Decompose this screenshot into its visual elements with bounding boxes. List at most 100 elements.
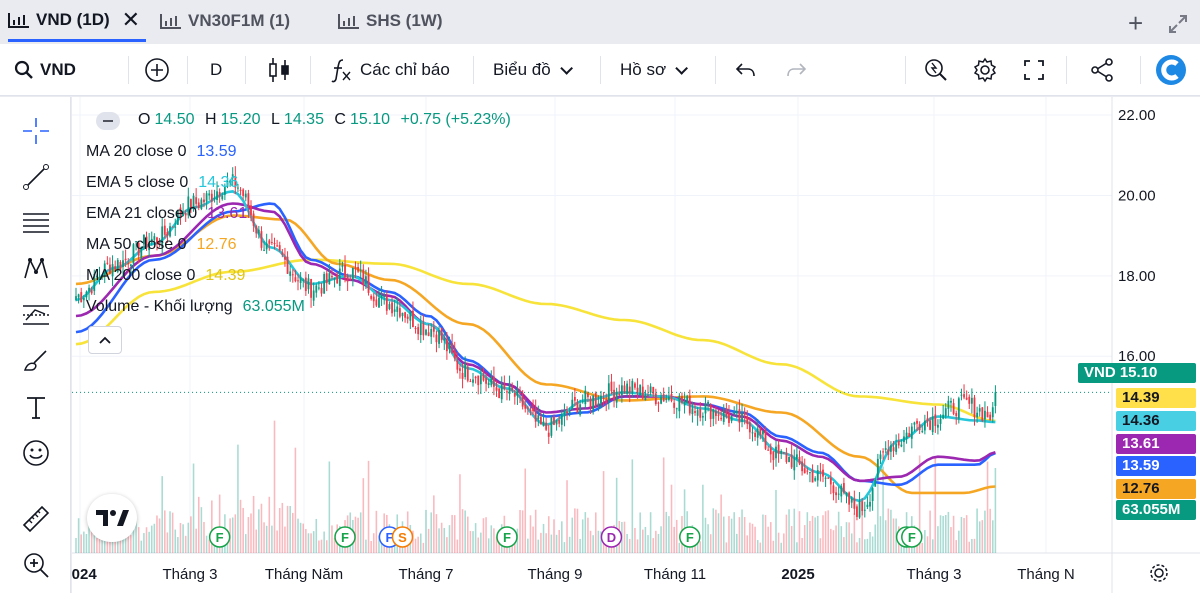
- close-value: 15.10: [349, 111, 391, 128]
- legend-collapse-button[interactable]: [96, 112, 120, 130]
- close-icon[interactable]: ✕: [121, 6, 141, 32]
- volume-bar: [942, 515, 944, 553]
- candle-body: [735, 411, 738, 413]
- candle: [605, 393, 608, 412]
- legend-toggle-button[interactable]: [88, 326, 122, 354]
- redo-button[interactable]: [785, 44, 807, 96]
- volume-bar: [320, 539, 323, 553]
- volume-bar: [670, 484, 673, 553]
- event-marker-label: D: [607, 530, 616, 545]
- candle: [513, 389, 516, 405]
- zoom-tool[interactable]: [18, 547, 54, 583]
- legend-ema5[interactable]: EMA 5 close 0 14.36: [86, 174, 238, 192]
- chart-menu-button[interactable]: Biểu đồ: [493, 44, 573, 96]
- candle: [602, 391, 605, 407]
- x-tick-label: Tháng 3: [906, 566, 961, 583]
- compare-button[interactable]: [143, 44, 171, 96]
- crosshair-tool[interactable]: [18, 113, 54, 149]
- candle: [85, 290, 88, 301]
- candle-body: [205, 193, 208, 202]
- text-icon: [27, 397, 45, 419]
- volume-bar: [950, 527, 952, 553]
- candle-body: [273, 243, 276, 245]
- tab-vnd[interactable]: VND (1D) ✕: [8, 0, 147, 42]
- volume-bar: [359, 512, 362, 553]
- add-tab-icon[interactable]: +: [1128, 8, 1144, 38]
- chart-type-button[interactable]: [267, 44, 291, 96]
- candle-body: [803, 468, 806, 474]
- profile-menu-button[interactable]: Hồ sơ: [620, 44, 689, 96]
- candle-body: [210, 193, 213, 202]
- tab-shs[interactable]: SHS (1W): [338, 0, 443, 42]
- quick-search-button[interactable]: [923, 44, 949, 96]
- candle-body: [223, 187, 226, 195]
- candle-body: [351, 268, 354, 280]
- candle: [968, 394, 971, 410]
- expand-icon[interactable]: [1168, 14, 1188, 34]
- candle-body: [994, 392, 997, 406]
- pattern-tool[interactable]: [18, 251, 54, 287]
- candle: [443, 331, 446, 350]
- legend-volume[interactable]: Volume - Khối lượng 63.055M: [86, 298, 305, 316]
- candle: [307, 274, 310, 294]
- price-chart[interactable]: 22.00 20.00 18.00 16.00 2024 Tháng 3 Tháng Năm…: [72, 97, 1200, 593]
- candle: [365, 269, 367, 290]
- candle: [466, 362, 469, 383]
- share-button[interactable]: [1089, 44, 1115, 96]
- candle-body: [772, 451, 775, 461]
- fib-tool[interactable]: [18, 205, 54, 241]
- settings-button[interactable]: [972, 44, 998, 96]
- legend-ma20[interactable]: MA 20 close 0 13.59: [86, 143, 237, 161]
- candle: [555, 419, 558, 431]
- undo-button[interactable]: [735, 44, 757, 96]
- fullscreen-button[interactable]: [1022, 44, 1046, 96]
- candle: [665, 394, 668, 403]
- event-marker: D: [600, 526, 623, 548]
- candle-body: [250, 205, 252, 216]
- x-tick-label: Tháng 11: [644, 566, 706, 583]
- volume-bar: [487, 538, 490, 553]
- legend-ma50[interactable]: MA 50 close 0 12.76: [86, 236, 237, 254]
- candle: [981, 407, 984, 422]
- candle-body: [474, 376, 477, 379]
- tab-vn30f1m[interactable]: VN30F1M (1): [160, 0, 290, 42]
- volume-bar: [461, 509, 464, 553]
- indicator-value: 14.39: [205, 267, 246, 284]
- ruler-icon: [22, 505, 50, 533]
- candle: [639, 384, 642, 397]
- candle: [709, 403, 712, 428]
- trend-line-tool[interactable]: [18, 159, 54, 195]
- brush-tool[interactable]: [18, 343, 54, 379]
- volume-bar: [887, 508, 890, 553]
- volume-bar: [422, 542, 425, 553]
- volume-bar: [331, 525, 333, 553]
- measure-tool[interactable]: [18, 501, 54, 537]
- volume-bar: [521, 510, 524, 553]
- y-tick-label: 20.00: [1118, 187, 1156, 204]
- symbol-search[interactable]: VND: [14, 44, 76, 96]
- volume-bar: [519, 509, 521, 553]
- legend-ma200[interactable]: MA 200 close 0 14.39: [86, 267, 245, 285]
- candle-body: [508, 384, 511, 395]
- volume-bar: [579, 538, 581, 553]
- candle-body: [780, 450, 783, 454]
- candle-body: [90, 289, 93, 294]
- candle: [699, 402, 702, 422]
- volume-bar: [117, 534, 119, 553]
- emoji-tool[interactable]: [18, 435, 54, 471]
- candle: [106, 256, 109, 265]
- candle-body: [620, 385, 623, 396]
- candle-body: [388, 304, 391, 310]
- forecast-tool[interactable]: [18, 297, 54, 333]
- interval-button[interactable]: D: [210, 44, 222, 96]
- candle: [166, 228, 169, 243]
- indicators-button[interactable]: Các chỉ báo: [330, 44, 450, 96]
- volume-bar: [589, 530, 592, 553]
- volume-bar: [730, 518, 733, 553]
- candle-body: [278, 245, 281, 251]
- x-tick-label: Tháng N: [1017, 566, 1075, 583]
- legend-ema21[interactable]: EMA 21 close 0 13.61: [86, 205, 247, 223]
- chart-pane[interactable]: 22.00 20.00 18.00 16.00 2024 Tháng 3 Tháng Năm…: [72, 97, 1200, 593]
- text-tool[interactable]: [18, 389, 54, 425]
- candle: [845, 492, 848, 504]
